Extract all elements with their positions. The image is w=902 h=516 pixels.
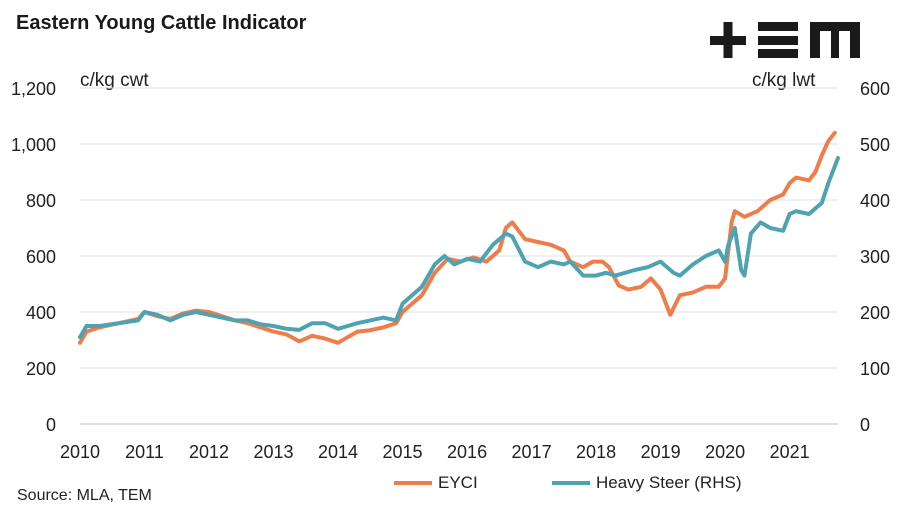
left-axis-unit: c/kg cwt bbox=[80, 70, 149, 91]
x-tick-label: 2017 bbox=[512, 442, 552, 462]
x-tick-label: 2015 bbox=[383, 442, 423, 462]
x-tick-label: 2018 bbox=[576, 442, 616, 462]
y-left-tick-label: 600 bbox=[26, 247, 56, 267]
y-right-tick-label: 0 bbox=[860, 415, 870, 435]
y-right-tick-label: 600 bbox=[860, 79, 890, 99]
y-left-tick-label: 200 bbox=[26, 359, 56, 379]
y-right-tick-label: 100 bbox=[860, 359, 890, 379]
x-tick-label: 2020 bbox=[705, 442, 745, 462]
x-tick-label: 2011 bbox=[125, 442, 164, 462]
legend-label-eyci: EYCI bbox=[438, 473, 478, 492]
y-right-tick-label: 200 bbox=[860, 303, 890, 323]
x-tick-label: 2013 bbox=[254, 442, 294, 462]
tem-logo bbox=[710, 22, 860, 58]
y-left-tick-label: 800 bbox=[26, 191, 56, 211]
legend-item-eyci: EYCI bbox=[394, 473, 478, 493]
y-left-tick-label: 1,000 bbox=[11, 135, 56, 155]
series-line-heavy-steer bbox=[78, 156, 840, 340]
y-left-tick-label: 0 bbox=[46, 415, 56, 435]
legend-label-heavy-steer: Heavy Steer (RHS) bbox=[596, 473, 742, 492]
y-right-tick-label: 400 bbox=[860, 191, 890, 211]
y-left-tick-label: 400 bbox=[26, 303, 56, 323]
legend-swatch-heavy-steer bbox=[552, 481, 590, 485]
source-note: Source: MLA, TEM bbox=[17, 487, 152, 504]
x-tick-label: 2014 bbox=[318, 442, 358, 462]
x-tick-label: 2021 bbox=[770, 442, 810, 462]
y-right-tick-label: 300 bbox=[860, 247, 890, 267]
right-axis-unit: c/kg lwt bbox=[752, 70, 816, 91]
legend-item-heavy-steer: Heavy Steer (RHS) bbox=[552, 473, 741, 493]
x-tick-label: 2010 bbox=[60, 442, 100, 462]
chart-title: Eastern Young Cattle Indicator bbox=[16, 12, 307, 34]
legend-swatch-eyci bbox=[394, 481, 432, 485]
y-left-tick-label: 1,200 bbox=[11, 79, 56, 99]
x-tick-label: 2016 bbox=[447, 442, 487, 462]
x-tick-label: 2019 bbox=[641, 442, 681, 462]
y-right-tick-label: 500 bbox=[860, 135, 890, 155]
x-tick-label: 2012 bbox=[189, 442, 229, 462]
